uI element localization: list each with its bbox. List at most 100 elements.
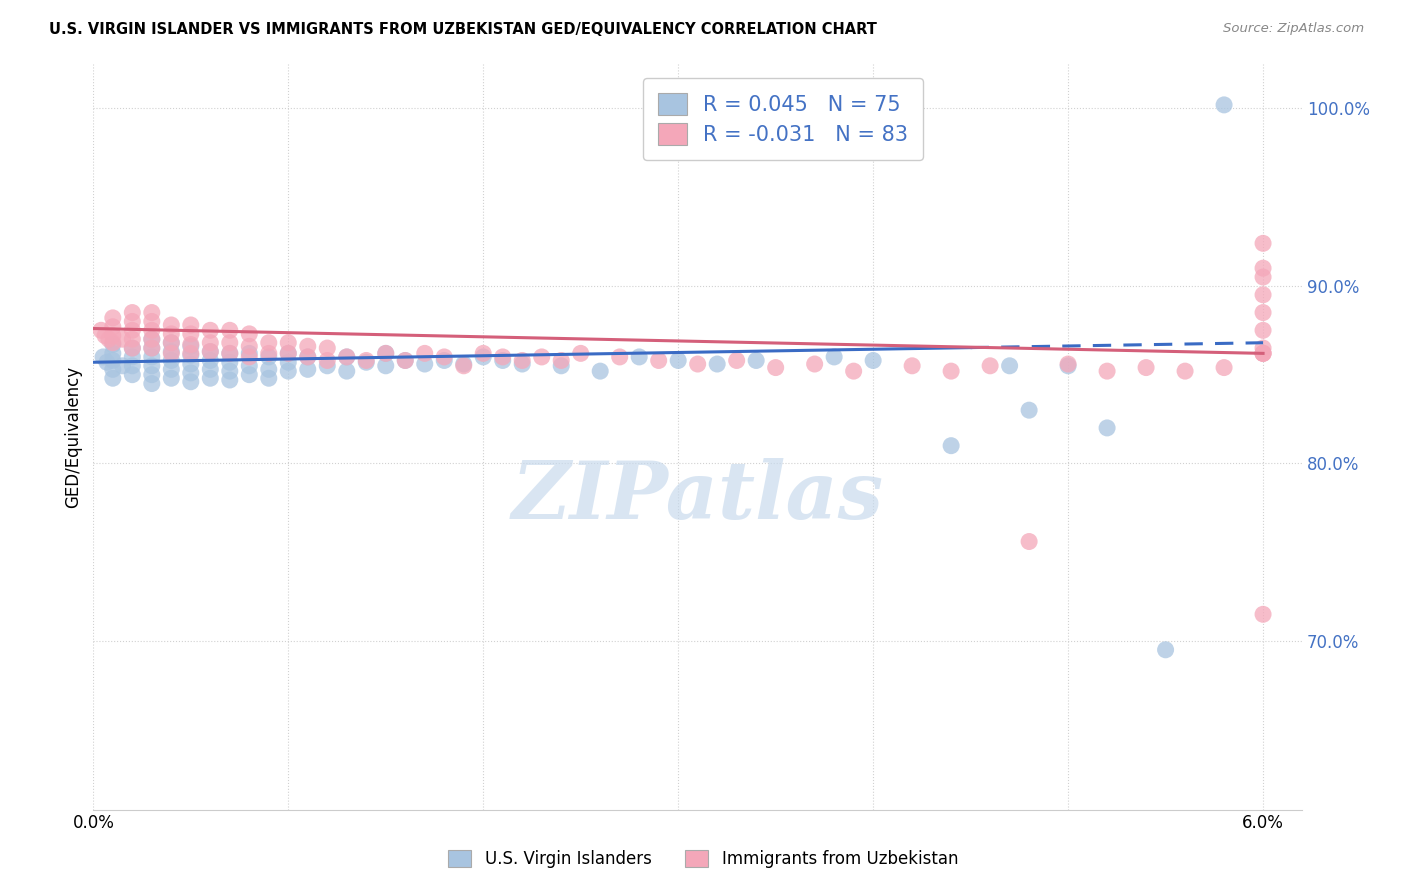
- Point: [1251, 346, 1274, 360]
- Point: [101, 371, 124, 385]
- Point: [180, 326, 202, 341]
- Point: [257, 362, 280, 376]
- Point: [180, 346, 202, 360]
- Point: [1057, 359, 1080, 373]
- Point: [160, 353, 183, 368]
- Point: [121, 332, 143, 346]
- Point: [550, 353, 572, 368]
- Point: [160, 371, 183, 385]
- Point: [472, 350, 495, 364]
- Point: [1251, 346, 1274, 360]
- Point: [823, 350, 845, 364]
- Point: [257, 335, 280, 350]
- Point: [200, 371, 222, 385]
- Point: [842, 364, 865, 378]
- Point: [297, 350, 319, 364]
- Point: [394, 353, 416, 368]
- Point: [628, 350, 651, 364]
- Point: [238, 339, 260, 353]
- Point: [180, 357, 202, 371]
- Point: [1251, 607, 1274, 622]
- Point: [998, 359, 1021, 373]
- Point: [101, 346, 124, 360]
- Point: [354, 353, 377, 368]
- Point: [141, 332, 163, 346]
- Point: [121, 368, 143, 382]
- Point: [433, 353, 456, 368]
- Point: [218, 346, 240, 360]
- Point: [1095, 421, 1118, 435]
- Point: [1251, 287, 1274, 301]
- Point: [121, 323, 143, 337]
- Point: [492, 353, 515, 368]
- Point: [394, 353, 416, 368]
- Point: [180, 318, 202, 332]
- Point: [1251, 323, 1274, 337]
- Point: [180, 337, 202, 351]
- Point: [1251, 305, 1274, 319]
- Point: [200, 344, 222, 359]
- Point: [238, 346, 260, 360]
- Point: [141, 368, 163, 382]
- Point: [101, 310, 124, 325]
- Point: [97, 332, 120, 346]
- Point: [510, 357, 533, 371]
- Point: [180, 339, 202, 353]
- Point: [336, 364, 359, 378]
- Point: [121, 314, 143, 328]
- Point: [121, 305, 143, 319]
- Point: [336, 350, 359, 364]
- Point: [277, 335, 299, 350]
- Point: [297, 362, 319, 376]
- Point: [297, 339, 319, 353]
- Point: [686, 357, 709, 371]
- Text: ZIPatlas: ZIPatlas: [512, 458, 884, 535]
- Point: [238, 359, 260, 373]
- Point: [141, 341, 163, 355]
- Point: [1251, 341, 1274, 355]
- Point: [1213, 98, 1236, 112]
- Point: [101, 335, 124, 350]
- Point: [141, 323, 163, 337]
- Point: [111, 359, 134, 373]
- Point: [472, 346, 495, 360]
- Point: [589, 364, 612, 378]
- Point: [238, 350, 260, 364]
- Point: [550, 359, 572, 373]
- Point: [218, 364, 240, 378]
- Point: [160, 335, 183, 350]
- Point: [1251, 261, 1274, 276]
- Point: [609, 350, 631, 364]
- Point: [374, 346, 396, 360]
- Point: [121, 350, 143, 364]
- Text: U.S. VIRGIN ISLANDER VS IMMIGRANTS FROM UZBEKISTAN GED/EQUIVALENCY CORRELATION C: U.S. VIRGIN ISLANDER VS IMMIGRANTS FROM …: [49, 22, 877, 37]
- Point: [141, 332, 163, 346]
- Point: [1018, 534, 1040, 549]
- Point: [257, 346, 280, 360]
- Point: [121, 341, 143, 355]
- Point: [666, 353, 689, 368]
- Point: [111, 332, 134, 346]
- Point: [141, 359, 163, 373]
- Point: [413, 357, 436, 371]
- Point: [530, 350, 553, 364]
- Point: [297, 350, 319, 364]
- Point: [160, 335, 183, 350]
- Point: [316, 341, 339, 355]
- Point: [1095, 364, 1118, 378]
- Point: [101, 319, 124, 334]
- Point: [1018, 403, 1040, 417]
- Point: [180, 366, 202, 380]
- Point: [257, 371, 280, 385]
- Point: [492, 350, 515, 364]
- Point: [433, 350, 456, 364]
- Point: [374, 359, 396, 373]
- Point: [160, 318, 183, 332]
- Point: [316, 353, 339, 368]
- Point: [121, 341, 143, 355]
- Point: [277, 355, 299, 369]
- Point: [160, 346, 183, 360]
- Point: [745, 353, 768, 368]
- Point: [121, 359, 143, 373]
- Point: [238, 326, 260, 341]
